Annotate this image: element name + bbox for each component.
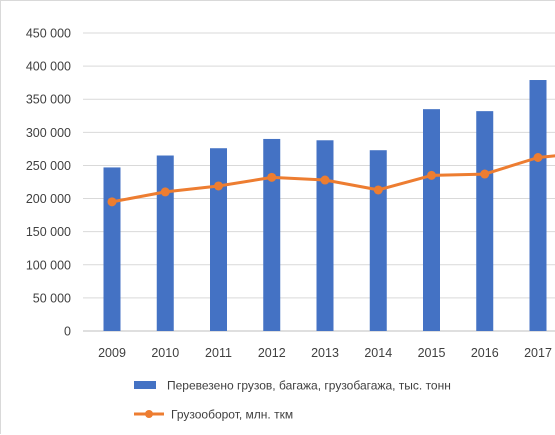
- x-tick-label: 2012: [258, 346, 286, 360]
- line-point-2014[interactable]: [374, 185, 383, 194]
- line-point-2017[interactable]: [534, 153, 543, 162]
- y-tick-label: 50 000: [33, 291, 71, 305]
- y-tick-label: 150 000: [26, 225, 71, 239]
- x-tick-label: 2011: [205, 346, 232, 360]
- x-tick-label: 2013: [311, 346, 339, 360]
- bar-series: [104, 80, 547, 331]
- bar-2014[interactable]: [370, 150, 387, 331]
- line-point-2010[interactable]: [161, 187, 170, 196]
- legend-item-line[interactable]: Грузооборот, млн. ткм: [134, 408, 293, 422]
- y-tick-label: 250 000: [26, 159, 71, 173]
- bar-2011[interactable]: [210, 148, 227, 331]
- legend-label-bars: Перевезено грузов, багажа, грузобагажа, …: [167, 379, 451, 393]
- legend-swatch-bars: [134, 381, 156, 389]
- y-tick-label: 350 000: [26, 93, 71, 107]
- bar-2009[interactable]: [104, 167, 121, 331]
- y-tick-label: 400 000: [26, 60, 71, 74]
- line-point-2013[interactable]: [321, 176, 330, 185]
- legend-swatch-marker: [145, 410, 153, 418]
- x-tick-label: 2017: [524, 346, 552, 360]
- line-point-2016[interactable]: [480, 170, 489, 179]
- x-tick-label: 2016: [471, 346, 499, 360]
- line-point-2009[interactable]: [108, 197, 117, 206]
- bar-2010[interactable]: [157, 156, 174, 331]
- legend-item-bars[interactable]: Перевезено грузов, багажа, грузобагажа, …: [134, 379, 451, 393]
- bar-2016[interactable]: [476, 111, 493, 331]
- x-tick-label: 2009: [98, 346, 126, 360]
- bar-2012[interactable]: [263, 139, 280, 331]
- y-tick-label: 200 000: [26, 192, 71, 206]
- y-tick-label: 450 000: [26, 27, 71, 41]
- y-axis-tick-labels: 0 50 000 100 000 150 000 200 000 250 000 300 0…: [26, 27, 71, 339]
- x-tick-label: 2014: [364, 346, 392, 360]
- x-tick-label: 2015: [418, 346, 446, 360]
- x-axis-tick-labels: 2009 2010 2011 2012 2013 2014 2015 2016 2017: [98, 346, 552, 360]
- bar-2015[interactable]: [423, 109, 440, 331]
- y-tick-label: 0: [64, 325, 71, 339]
- bar-2017[interactable]: [530, 80, 547, 331]
- line-point-2012[interactable]: [267, 173, 276, 182]
- legend: Перевезено грузов, багажа, грузобагажа, …: [134, 379, 451, 422]
- line-point-2015[interactable]: [427, 171, 436, 180]
- y-tick-label: 300 000: [26, 126, 71, 140]
- line-point-2011[interactable]: [214, 181, 223, 190]
- y-tick-label: 100 000: [26, 258, 71, 272]
- legend-label-line: Грузооборот, млн. ткм: [171, 408, 293, 422]
- x-tick-label: 2010: [151, 346, 179, 360]
- bar-2013[interactable]: [317, 140, 334, 331]
